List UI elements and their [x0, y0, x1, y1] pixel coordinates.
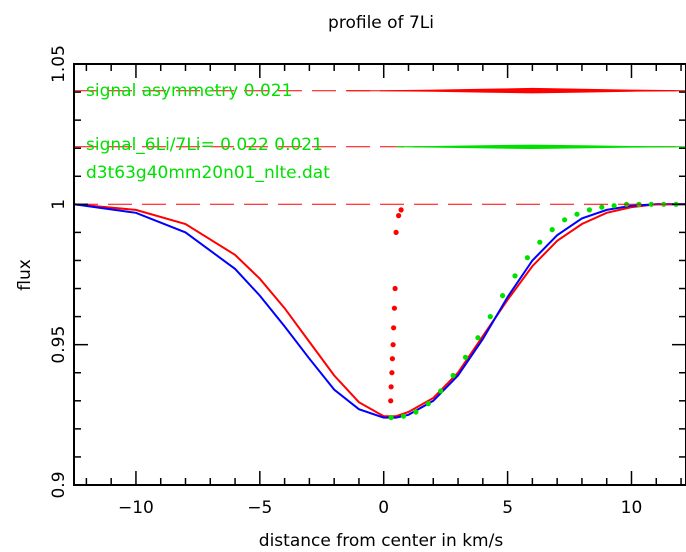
- series-2-point: [487, 314, 493, 320]
- series-2-point: [388, 415, 394, 421]
- series-3-point: [396, 213, 402, 219]
- x-axis-label: distance from center in km/s: [259, 531, 504, 551]
- series-3-point: [389, 356, 395, 362]
- plot-area: [74, 87, 686, 421]
- series-1-solid-line: [74, 203, 686, 419]
- series-8-band: [396, 144, 686, 150]
- series-2-point: [462, 354, 469, 360]
- series-2-point: [574, 211, 580, 217]
- x-tick-label: −10: [118, 498, 154, 518]
- series-2-point: [524, 255, 531, 261]
- series-2-point: [562, 217, 568, 223]
- annotation-text: signal asymmetry 0.021: [86, 81, 292, 101]
- x-tick-label: 10: [621, 498, 643, 518]
- series-0-solid-line: [74, 203, 686, 418]
- y-tick-label: 0.95: [49, 326, 69, 364]
- y-tick-label: 0.9: [49, 471, 69, 498]
- series-2-point: [425, 401, 431, 407]
- series-2-point: [512, 273, 518, 279]
- series-3-point: [389, 370, 395, 376]
- chart-title: profile of 7Li: [328, 13, 434, 33]
- series-3-point: [388, 398, 394, 404]
- series-2-point: [400, 413, 407, 419]
- series-7-band: [346, 87, 686, 94]
- y-axis-label: flux: [15, 259, 35, 291]
- axis-ticks: [74, 63, 686, 486]
- series-3-point: [390, 342, 396, 348]
- annotation-text: signal_6Li/7Li= 0.022 0.021: [86, 135, 323, 155]
- series-2-point: [586, 207, 593, 213]
- series-2-point: [549, 227, 555, 233]
- x-tick-label: 0: [378, 498, 389, 518]
- series-3-point: [392, 285, 398, 292]
- series-3-point: [398, 207, 404, 213]
- series-2-point: [537, 239, 543, 245]
- series-2-point: [611, 203, 617, 209]
- series-3-point: [393, 229, 399, 235]
- x-tick-label: −5: [247, 498, 272, 518]
- annotation-text: d3t63g40mm20n01_nlte.dat: [86, 163, 330, 183]
- series-2-point: [413, 409, 419, 415]
- tick-labels: −10 −5 0 5 10 0.9 0.95 1 1.05: [49, 45, 642, 518]
- series-2-point: [475, 335, 481, 341]
- series-2-point: [450, 372, 456, 379]
- series-2-point: [648, 201, 654, 207]
- series-3-point: [391, 305, 397, 311]
- plot-frame: [73, 63, 686, 486]
- series-3-point: [391, 325, 397, 331]
- series-2-point: [438, 388, 444, 394]
- y-tick-label: 1: [49, 199, 69, 210]
- y-tick-label: 1.05: [49, 45, 69, 83]
- series-2-point: [500, 293, 506, 299]
- series-3-point: [388, 384, 394, 390]
- series-2-point: [599, 204, 605, 210]
- annotations: signal asymmetry 0.021 signal_6Li/7Li= 0.…: [86, 81, 330, 183]
- x-tick-label: 5: [502, 498, 513, 518]
